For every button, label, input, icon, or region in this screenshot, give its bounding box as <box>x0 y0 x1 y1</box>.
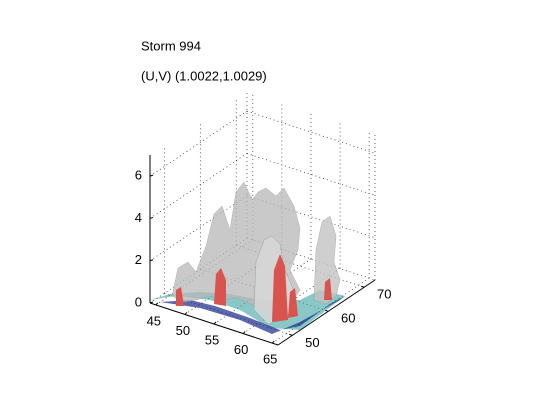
y-tick <box>325 309 329 312</box>
core <box>324 278 332 300</box>
y-tick-label: 50 <box>305 335 319 350</box>
core <box>272 254 288 322</box>
chart-subtitle: (U,V) (1.0022,1.0029) <box>141 68 267 83</box>
z-tick <box>149 301 154 304</box>
grid-line <box>246 237 376 281</box>
x-tick-label: 45 <box>147 313 161 328</box>
x-tick-label: 65 <box>263 352 277 367</box>
y-tick <box>361 285 365 288</box>
x-tick <box>271 340 275 344</box>
x-tick-label: 50 <box>176 323 190 338</box>
x-tick-label: 60 <box>234 342 248 357</box>
z-tick <box>149 216 154 219</box>
core <box>176 287 184 306</box>
core <box>214 268 226 306</box>
y-tick-label: 70 <box>377 287 391 302</box>
z-tick-label: 6 <box>135 168 142 183</box>
y-tick-label: 60 <box>341 311 355 326</box>
grid-line <box>246 195 376 239</box>
x-tick <box>242 331 246 334</box>
grid-line <box>246 110 376 154</box>
y-tick <box>289 333 293 336</box>
z-tick <box>149 259 154 262</box>
z-tick-label: 4 <box>135 210 142 225</box>
grid-line <box>236 244 365 288</box>
x-tick <box>155 302 159 306</box>
chart-title: Storm 994 <box>141 38 201 53</box>
x-tick-label: 55 <box>205 332 219 347</box>
z-tick-label: 0 <box>135 294 142 309</box>
isosurface <box>150 181 345 334</box>
z-tick <box>149 174 154 177</box>
axis-layer: 45 50 55 60 65 50 60 70 0 2 4 6 <box>135 155 391 367</box>
floor-edge <box>160 296 345 334</box>
grid-line <box>246 153 376 196</box>
x-tick <box>213 321 217 325</box>
y-axis <box>277 279 376 346</box>
core <box>288 288 298 318</box>
z-tick-label: 2 <box>135 252 142 267</box>
x-tick <box>184 312 188 315</box>
